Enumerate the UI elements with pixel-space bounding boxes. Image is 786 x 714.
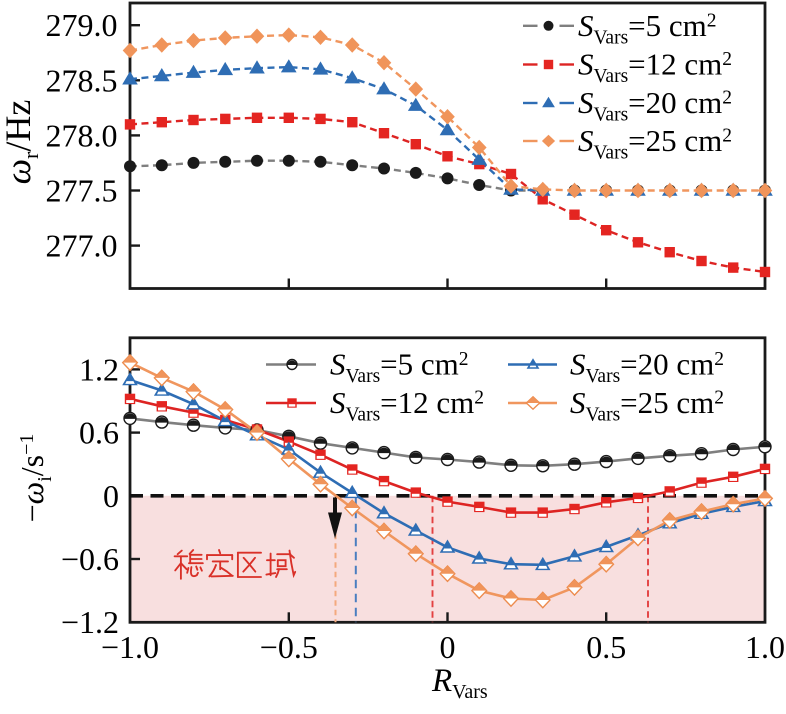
svg-text:1.0: 1.0 — [745, 629, 785, 665]
svg-text:SVars=25 cm2: SVars=25 cm2 — [570, 385, 724, 426]
svg-text:1.2: 1.2 — [79, 351, 119, 387]
svg-text:0: 0 — [440, 629, 456, 665]
svg-text:278.0: 278.0 — [46, 117, 118, 153]
svg-text:277.0: 277.0 — [46, 228, 118, 264]
svg-text:279.0: 279.0 — [46, 7, 118, 43]
svg-text:−0.5: −0.5 — [260, 629, 318, 665]
svg-text:ωr/Hz: ωr/Hz — [0, 100, 43, 185]
svg-text:−0.6: −0.6 — [61, 541, 119, 577]
svg-text:SVars=20 cm2: SVars=20 cm2 — [578, 85, 732, 126]
svg-text:SVars=12 cm2: SVars=12 cm2 — [330, 385, 484, 426]
svg-text:SVars=12 cm2: SVars=12 cm2 — [578, 47, 732, 88]
svg-text:SVars=25 cm2: SVars=25 cm2 — [578, 123, 732, 164]
svg-text:SVars=5 cm2: SVars=5 cm2 — [578, 8, 717, 49]
svg-text:RVars: RVars — [431, 663, 488, 703]
svg-text:0: 0 — [103, 478, 119, 514]
svg-text:SVars=20 cm2: SVars=20 cm2 — [570, 347, 724, 388]
svg-text:278.5: 278.5 — [46, 62, 118, 98]
svg-text:0.5: 0.5 — [586, 629, 626, 665]
svg-text:SVars=5 cm2: SVars=5 cm2 — [330, 347, 469, 388]
svg-text:−1.0: −1.0 — [101, 629, 159, 665]
svg-text:−1.2: −1.2 — [61, 604, 119, 640]
svg-text:277.5: 277.5 — [46, 173, 118, 209]
svg-text:0.6: 0.6 — [79, 415, 119, 451]
